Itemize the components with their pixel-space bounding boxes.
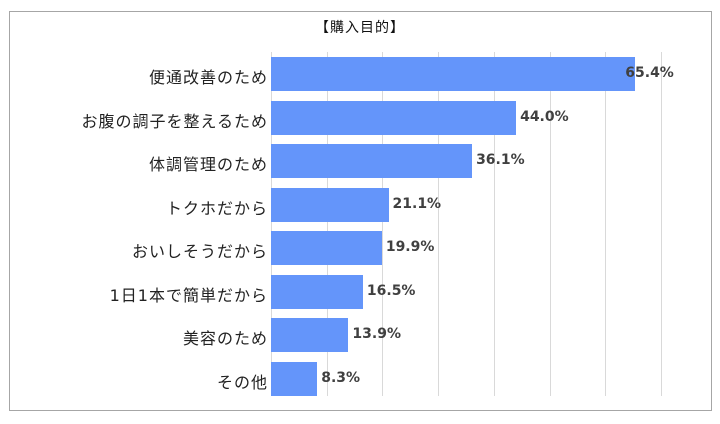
value-label: 44.0% [520,108,569,125]
category-label: その他 [216,372,268,392]
bar-row: 19.9% [271,231,711,265]
bar-row: 8.3% [271,361,711,396]
value-label: 8.3% [321,369,361,386]
plot-area: 65.4% 44.0% 36.1% 21.1% 19.9% 16.5% 13.9% 8.3% [271,52,711,396]
category-label: 1日1本で簡単だから [109,285,268,305]
gridline [382,52,384,396]
bar-row: 44.0% [271,100,711,135]
chart-title: 【購入目的】 [315,20,405,36]
gridline [326,52,328,396]
bar [271,57,636,91]
category-label: お腹の調子を整えるため [81,111,268,131]
bar [271,144,473,178]
value-label: 21.1% [392,195,442,212]
gridline [660,52,662,396]
gridline [493,52,495,396]
bar [271,361,318,396]
bar [271,318,349,352]
bar-row: 16.5% [271,274,711,309]
category-label: 美容のため [182,329,268,348]
bar [271,274,363,309]
value-label: 16.5% [366,282,416,299]
gridline [549,52,551,396]
value-label: 65.4% [625,65,674,81]
category-label: 体調管理のため [148,155,268,174]
bar-row: 36.1% [271,144,711,178]
bar-row: 13.9% [271,318,711,352]
gridline [605,52,607,396]
value-label: 36.1% [476,152,525,168]
category-label: おいしそうだから [131,242,268,261]
value-label: 19.9% [385,239,435,255]
bar-row: 65.4% [271,57,711,91]
bar [271,100,517,135]
gridline [271,52,272,396]
bar-row: 21.1% [271,187,711,222]
bar [271,187,389,222]
value-label: 13.9% [352,326,401,342]
gridline [438,52,440,396]
bar [271,231,382,265]
category-label: トクホだから [165,198,268,218]
category-label: 便通改善のため [148,68,268,87]
